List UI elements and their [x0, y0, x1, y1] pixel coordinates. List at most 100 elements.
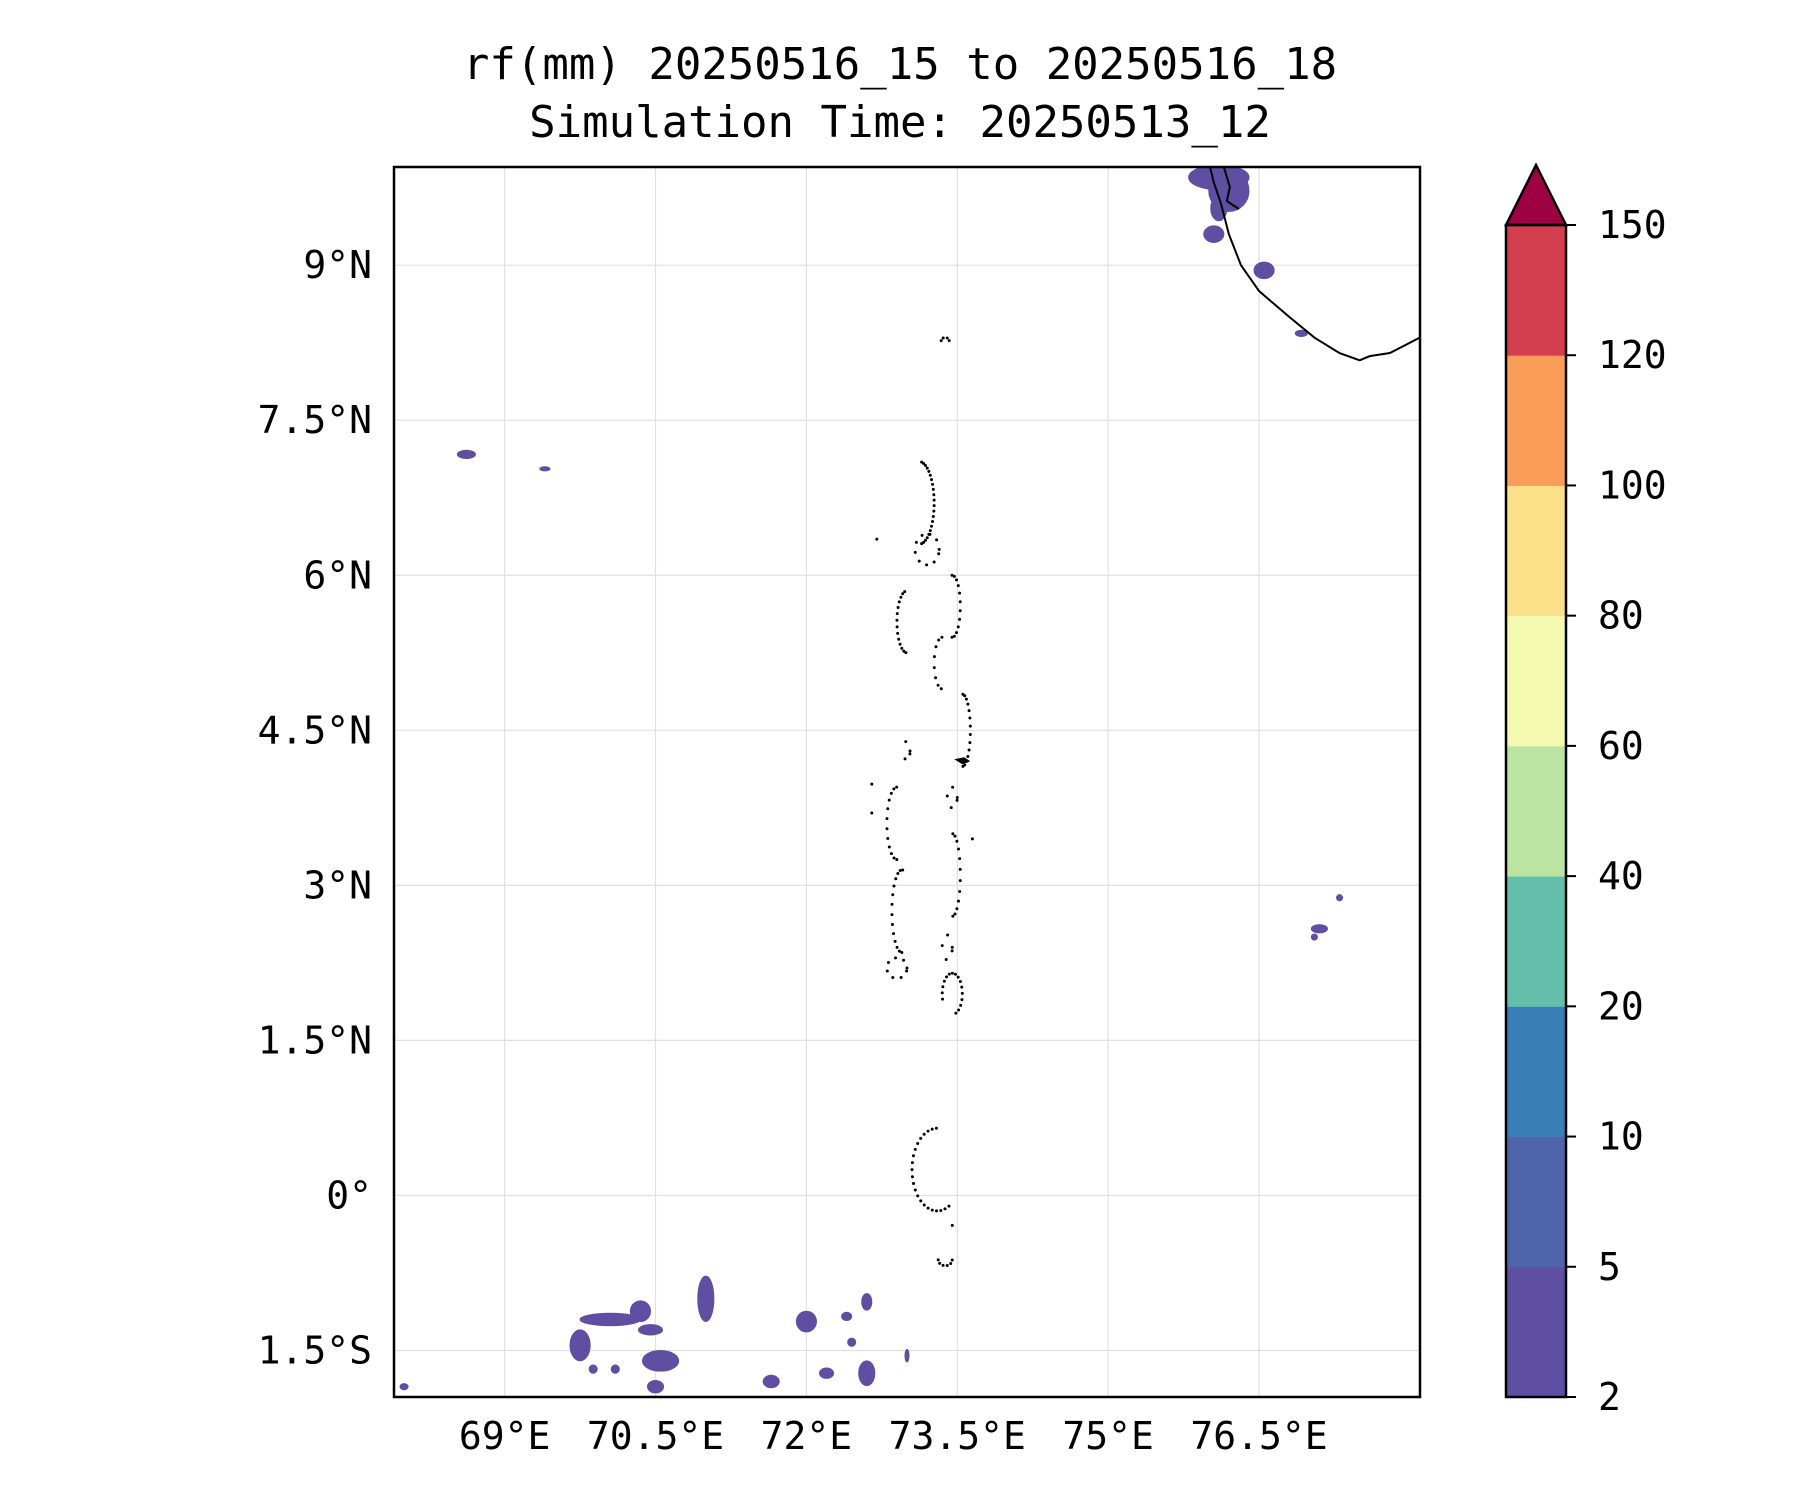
atoll-island [958, 591, 962, 595]
lon-tick-label: 72°E [761, 1414, 853, 1458]
rain-patch [858, 1360, 876, 1387]
atoll-island [920, 460, 924, 464]
colorbar-segment [1506, 615, 1566, 747]
atoll-island [939, 1209, 943, 1213]
atoll-island [954, 578, 958, 582]
atoll-island [964, 697, 968, 701]
atoll-island [950, 635, 954, 639]
atoll-island [939, 339, 943, 343]
atoll-island [950, 1258, 954, 1262]
colorbar-tick-label: 10 [1598, 1115, 1644, 1159]
atoll-island [960, 985, 964, 989]
colorbar-segment [1506, 485, 1566, 617]
atoll-island [899, 975, 903, 979]
atoll-island [901, 868, 905, 872]
atoll-island [925, 536, 929, 540]
atoll-island [949, 1261, 953, 1265]
atoll-island [968, 741, 972, 745]
atoll-island [931, 514, 935, 518]
colorbar-tick-label: 20 [1598, 984, 1644, 1028]
atoll-island [963, 763, 967, 767]
atoll-island [937, 552, 941, 556]
atoll-island [958, 867, 962, 871]
atoll-island [903, 590, 907, 594]
atoll-island [900, 951, 904, 955]
atoll-island [891, 975, 895, 979]
colorbar-frame [1504, 223, 1568, 1399]
colorbar-tick-label: 2 [1598, 1375, 1621, 1419]
atoll-island [870, 811, 874, 815]
atoll-island [967, 709, 971, 713]
atoll-island [951, 832, 955, 836]
atoll-island [936, 1258, 940, 1262]
lat-tick-label: 6°N [303, 553, 372, 597]
rain-patch [1310, 933, 1318, 941]
atoll-island [932, 655, 936, 659]
atoll-island [913, 1188, 917, 1192]
atoll-island [890, 902, 894, 906]
atoll-island [930, 1208, 934, 1212]
atoll-island [935, 538, 939, 542]
lat-tick-label: 7.5°N [258, 398, 372, 442]
atoll-island [958, 980, 962, 984]
atoll-island [937, 547, 941, 551]
rain-patch [399, 1383, 409, 1391]
atoll-island [950, 1223, 954, 1227]
rain-patch [610, 1364, 620, 1374]
lat-tick-label: 3°N [303, 863, 372, 907]
colorbar-segment [1506, 1266, 1566, 1398]
atoll-island [926, 1206, 930, 1210]
atoll-island [950, 945, 954, 949]
atoll-island [939, 687, 943, 691]
atoll-island [945, 336, 949, 340]
atoll-island [896, 871, 900, 875]
atoll-island [932, 666, 936, 670]
rain-patch [646, 1379, 665, 1394]
atoll-island [953, 972, 957, 976]
atoll-island [934, 645, 938, 649]
lon-tick-label: 69°E [459, 1414, 551, 1458]
rain-patch [1310, 924, 1328, 934]
atoll-island [959, 1003, 963, 1007]
atoll-island [957, 899, 961, 903]
atoll-island [886, 960, 890, 964]
lon-tick-label: 70.5°E [587, 1414, 724, 1458]
atoll-island [932, 509, 936, 513]
atoll-island [893, 939, 897, 943]
colorbar-tick-label: 60 [1598, 724, 1644, 768]
atoll-island [955, 796, 959, 800]
atoll-island [890, 923, 894, 927]
atoll-island [914, 540, 918, 544]
atoll-island [892, 856, 896, 860]
atoll-island [941, 1263, 945, 1267]
atoll-island [931, 520, 935, 524]
rain-patch [847, 1337, 857, 1347]
colorbar-segment [1506, 355, 1566, 486]
atoll-island [916, 1141, 920, 1145]
atoll-island [936, 683, 940, 687]
atoll-island [952, 574, 956, 578]
atoll-island [904, 740, 908, 744]
colorbar-tick-label: 5 [1598, 1245, 1621, 1289]
atoll-island [908, 752, 912, 756]
atoll-island [904, 651, 908, 655]
atoll-island [957, 847, 961, 851]
rain-patch [1253, 261, 1275, 280]
coastline-and-islands [870, 167, 1420, 1267]
latitude-ticks: 9°N 7.5°N 6°N 4.5°N 3°N 1.5°N 0° 1.5°S [258, 243, 372, 1372]
atoll-island [956, 975, 960, 979]
atoll-island [917, 559, 921, 563]
lat-tick-label: 4.5°N [258, 708, 372, 752]
atoll-island [930, 478, 934, 482]
colorbar-tick-label: 150 [1598, 203, 1667, 247]
atoll-island [898, 642, 902, 646]
rain-patch [588, 1364, 598, 1374]
atoll-island [951, 785, 955, 789]
atoll-island [941, 985, 945, 989]
atoll-island [955, 798, 959, 802]
atoll-island [947, 339, 951, 343]
atoll-island [896, 605, 900, 609]
atoll-island [932, 493, 936, 497]
map-title: rf(mm) 20250516_15 to 20250516_18 [462, 39, 1338, 90]
atoll-island [947, 1204, 951, 1208]
